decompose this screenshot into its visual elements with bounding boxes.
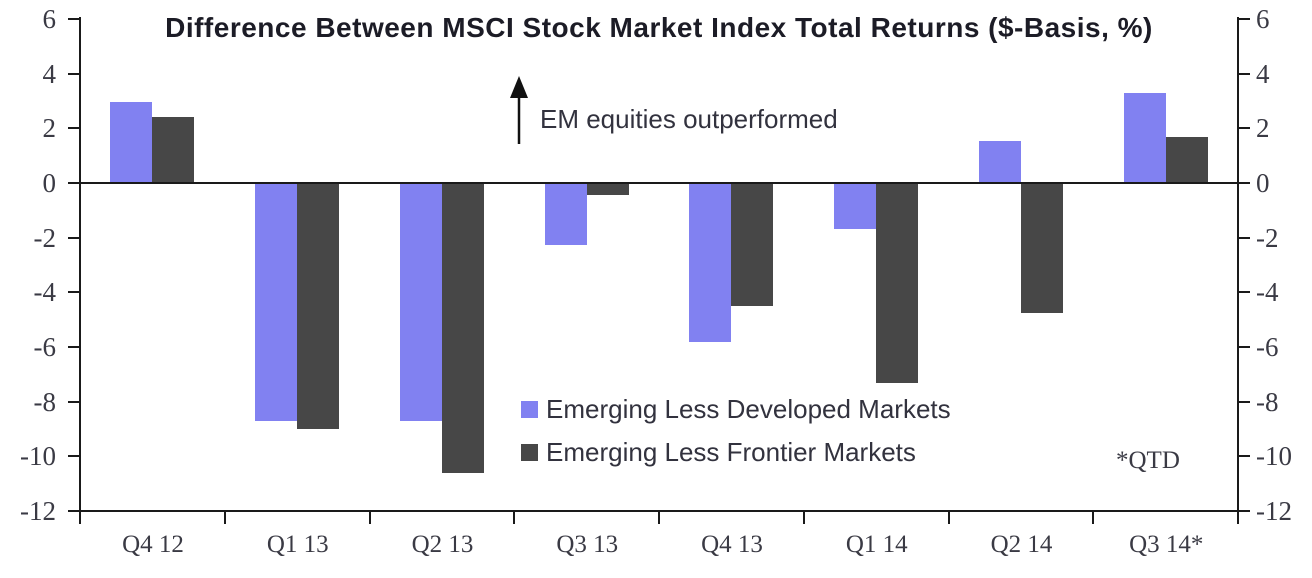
legend-item-developed: Emerging Less Developed Markets <box>521 392 951 426</box>
y-tick-right <box>1238 510 1250 512</box>
y-tick-left <box>68 400 80 403</box>
y-axis-label-right: 4 <box>1256 58 1270 89</box>
y-axis-label-left: 0 <box>42 168 57 198</box>
y-tick-right <box>1238 18 1250 20</box>
legend-item-frontier: Emerging Less Frontier Markets <box>521 435 951 469</box>
y-axis-label-left: -6 <box>33 332 57 362</box>
y-axis-label-left: 4 <box>42 58 57 89</box>
y-axis-label-left: -12 <box>20 496 56 526</box>
x-axis-label: Q2 13 <box>411 531 474 558</box>
bar-developed <box>834 183 877 230</box>
y-axis-label-right: 6 <box>1256 4 1270 34</box>
bar-developed <box>544 183 587 245</box>
bar-frontier <box>1165 136 1208 183</box>
up-arrow-icon <box>510 76 528 144</box>
y-tick-left <box>68 291 80 294</box>
x-boundary-tick <box>658 511 660 524</box>
y-axis-label-right: -10 <box>1256 441 1292 472</box>
y-tick-right <box>1238 400 1250 403</box>
y-tick-left <box>68 127 80 130</box>
y-tick-right <box>1238 72 1250 75</box>
bar-developed <box>978 140 1021 183</box>
bar-frontier <box>876 183 919 383</box>
x-axis-label: Q1 14 <box>845 531 908 558</box>
y-axis-label-right: 0 <box>1256 168 1270 198</box>
y-axis-label-right: -6 <box>1256 332 1279 362</box>
legend-label-developed: Emerging Less Developed Markets <box>546 393 951 424</box>
x-boundary-tick <box>513 511 516 524</box>
y-tick-left <box>68 72 80 75</box>
y-tick-left <box>68 236 80 239</box>
y-axis-label-right: -4 <box>1256 277 1279 308</box>
x-boundary-tick <box>368 511 371 524</box>
y-axis-right <box>1237 17 1239 512</box>
y-tick-right <box>1238 236 1250 239</box>
legend: Emerging Less Developed Markets Emerging… <box>521 392 951 478</box>
x-axis-label: Q1 13 <box>266 531 329 558</box>
y-axis-label-left: -4 <box>33 277 57 308</box>
y-axis-label-right: -12 <box>1256 496 1292 526</box>
bar-developed <box>1123 92 1166 183</box>
x-axis-label: Q2 14 <box>990 531 1053 558</box>
bar-frontier <box>441 183 484 473</box>
legend-swatch-developed <box>521 400 538 418</box>
bar-frontier <box>297 183 340 429</box>
y-tick-right <box>1238 127 1250 130</box>
x-boundary-tick <box>79 511 81 524</box>
y-axis-label-right: 2 <box>1256 113 1270 144</box>
y-axis-label-right: -2 <box>1256 222 1279 253</box>
y-axis-label-left: -2 <box>33 222 57 253</box>
x-axis-label: Q3 14* <box>1129 531 1204 558</box>
bar-frontier <box>1020 183 1063 313</box>
y-axis-label-left: 2 <box>42 113 57 144</box>
y-tick-left <box>68 182 80 184</box>
bar-frontier <box>586 183 629 196</box>
legend-swatch-frontier <box>521 443 538 461</box>
y-axis-label-left: 6 <box>42 4 57 34</box>
y-axis-label-left: -10 <box>20 441 56 472</box>
x-boundary-tick <box>223 511 226 524</box>
y-axis-label-left: -8 <box>33 386 57 417</box>
bar-frontier <box>152 117 195 183</box>
x-axis-label: Q4 12 <box>122 531 184 558</box>
x-boundary-tick <box>1237 511 1239 524</box>
y-tick-right <box>1238 182 1250 184</box>
y-tick-right <box>1238 291 1250 294</box>
bar-developed <box>110 102 153 183</box>
chart-title: Difference Between MSCI Stock Market Ind… <box>165 12 1153 43</box>
bar-frontier <box>731 183 774 306</box>
bar-developed <box>399 183 442 421</box>
y-tick-right <box>1238 455 1250 458</box>
y-axis-left <box>79 17 81 512</box>
x-boundary-tick <box>1092 511 1095 524</box>
x-axis-label: Q3 13 <box>556 531 619 558</box>
y-tick-right <box>1238 346 1250 348</box>
bar-developed <box>689 183 732 342</box>
y-axis-label-right: -8 <box>1256 386 1279 417</box>
legend-label-frontier: Emerging Less Frontier Markets <box>546 436 916 467</box>
y-tick-left <box>68 346 80 348</box>
annotation-text: EM equities outperformed <box>540 104 838 134</box>
y-tick-left <box>68 18 80 20</box>
x-boundary-tick <box>947 511 950 524</box>
y-tick-left <box>68 510 80 512</box>
x-axis-label: Q4 13 <box>701 531 763 558</box>
footnote-qtd: *QTD <box>1116 447 1180 474</box>
x-boundary-tick <box>802 511 805 524</box>
bar-developed <box>255 183 298 421</box>
y-tick-left <box>68 455 80 458</box>
zero-line <box>79 182 1239 184</box>
